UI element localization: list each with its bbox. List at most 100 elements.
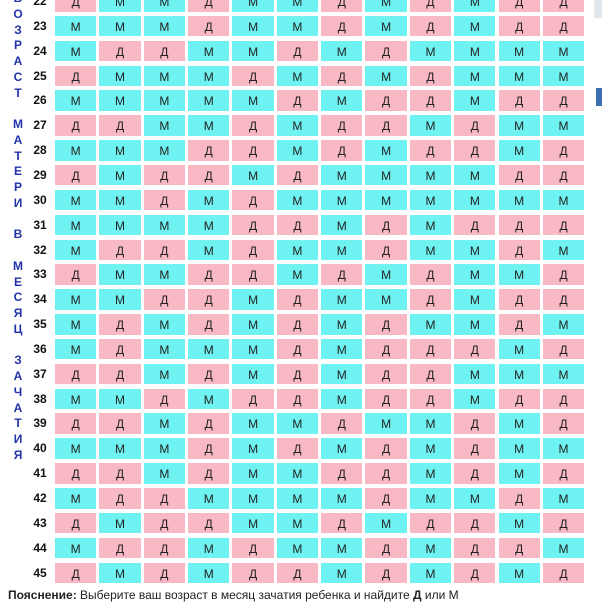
row-age-label: 36: [33, 341, 47, 356]
table-cell: Д: [320, 64, 364, 88]
table-cell: М: [98, 263, 142, 286]
row-age-label: 31: [33, 217, 47, 232]
table-cell: Д: [364, 387, 408, 411]
table-cell: М: [364, 139, 408, 162]
table-cell: Д: [275, 89, 320, 112]
row-age-label: 25: [33, 68, 47, 83]
table-cell: Д: [408, 89, 453, 112]
table-cell: М: [54, 14, 98, 38]
table-cell: Д: [364, 561, 408, 585]
table-cell: М: [408, 163, 453, 187]
table-cell: М: [497, 337, 541, 361]
table-cell: М: [54, 89, 98, 112]
vertical-label-letter: Т: [14, 148, 22, 163]
vertical-label-letter: О: [13, 6, 23, 21]
adjacent-panel-edge: [594, 0, 602, 18]
table-cell: Д: [541, 213, 586, 237]
table-cell: Д: [231, 536, 275, 560]
table-cell: Д: [320, 114, 364, 137]
table-cell: М: [142, 462, 187, 485]
table-cell: Д: [98, 487, 142, 510]
table-cell: М: [54, 188, 98, 212]
table-cell: М: [541, 362, 586, 386]
table-cell: М: [408, 39, 453, 63]
table-cell: М: [453, 163, 497, 187]
table-cell: М: [453, 89, 497, 112]
table-cell: М: [231, 362, 275, 386]
table-cell: М: [231, 163, 275, 187]
table-cell: Д: [453, 114, 497, 137]
table-cell: Д: [54, 511, 98, 535]
row-age-label: 44: [33, 540, 47, 555]
table-cell: Д: [320, 14, 364, 38]
table-cell: Д: [320, 412, 364, 435]
table-cell: М: [320, 188, 364, 212]
table-cell: Д: [541, 263, 586, 286]
table-cell: М: [187, 387, 231, 411]
table-cell: М: [54, 288, 98, 311]
table-cell: М: [453, 39, 497, 63]
table-cell: Д: [364, 213, 408, 237]
table-cell: М: [187, 188, 231, 212]
vertical-label-letter: Е: [13, 274, 22, 289]
table-cell: Д: [497, 487, 541, 510]
table-cell: М: [497, 511, 541, 535]
vertical-label-letter: Ц: [13, 321, 23, 336]
table-cell: Д: [275, 313, 320, 336]
table-cell: М: [54, 39, 98, 63]
row-age-label: 38: [33, 391, 47, 406]
table-cell: Д: [98, 462, 142, 485]
table-cell: М: [142, 362, 187, 386]
table-cell: Д: [497, 313, 541, 336]
table-cell: М: [453, 64, 497, 88]
table-cell: Д: [364, 437, 408, 460]
table-cell: Д: [541, 139, 586, 162]
table-cell: М: [497, 139, 541, 162]
table-cell: М: [231, 437, 275, 460]
table-cell: Д: [541, 288, 586, 311]
table-cell: М: [453, 387, 497, 411]
table-cell: М: [408, 238, 453, 261]
table-cell: М: [541, 437, 586, 460]
table-cell: Д: [364, 238, 408, 261]
row-age-label: 34: [33, 292, 47, 307]
table-cell: М: [142, 14, 187, 38]
table-cell: М: [408, 437, 453, 460]
table-cell: Д: [364, 89, 408, 112]
table-cell: Д: [497, 536, 541, 560]
table-cell: Д: [497, 387, 541, 411]
vertical-label-letter: А: [13, 132, 23, 147]
table-cell: М: [497, 263, 541, 286]
table-cell: М: [275, 188, 320, 212]
table-cell: М: [98, 561, 142, 585]
table-cell: М: [98, 213, 142, 237]
table-cell: Д: [231, 213, 275, 237]
table-cell: М: [231, 412, 275, 435]
row-age-label: 22: [33, 0, 47, 8]
table-cell: М: [364, 412, 408, 435]
table-cell: М: [320, 39, 364, 63]
table-cell: М: [54, 213, 98, 237]
table-cell: Д: [453, 213, 497, 237]
table-cell: Д: [231, 561, 275, 585]
table-cell: Д: [408, 0, 453, 13]
table-cell: М: [364, 64, 408, 88]
vertical-label-letter: Е: [13, 164, 22, 179]
table-cell: М: [541, 64, 586, 88]
table-cell: Д: [497, 163, 541, 187]
table-cell: Д: [364, 39, 408, 63]
table-cell: Д: [453, 139, 497, 162]
table-cell: М: [142, 89, 187, 112]
table-cell: Д: [497, 0, 541, 13]
table-cell: Д: [98, 337, 142, 361]
table-cell: Д: [187, 139, 231, 162]
table-cell: М: [187, 114, 231, 137]
table-cell: М: [231, 14, 275, 38]
table-cell: М: [231, 0, 275, 13]
table-cell: Д: [320, 511, 364, 535]
table-cell: Д: [408, 64, 453, 88]
table-cell: Д: [497, 213, 541, 237]
footnote-tail: или М: [421, 588, 459, 602]
table-cell: Д: [142, 39, 187, 63]
table-cell: Д: [142, 288, 187, 311]
